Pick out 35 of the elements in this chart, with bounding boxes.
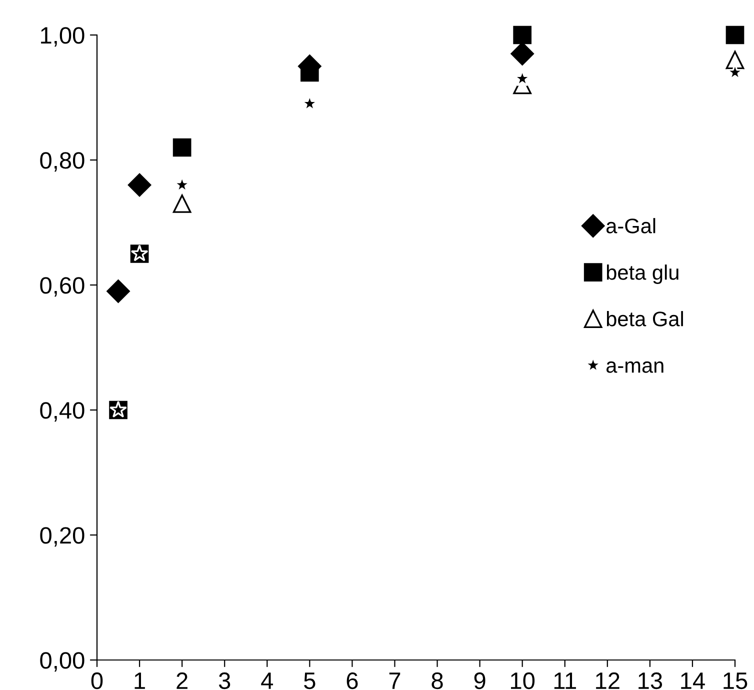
y-tick-label: 1,00	[41, 27, 84, 47]
y-tick-label: 0,00	[40, 652, 84, 672]
point	[106, 280, 130, 303]
legend-label: a-man	[606, 361, 664, 373]
y-tick-label: 0,60	[40, 277, 84, 297]
y-tick-label: 0,40	[40, 402, 84, 422]
x-tick-label: 2	[176, 672, 188, 689]
point	[172, 194, 192, 213]
y-tick-label: 0,80	[40, 152, 84, 172]
legend-label: beta glu	[606, 264, 678, 284]
x-tick-label: 14	[681, 672, 705, 689]
point	[128, 173, 152, 197]
y-tick-label: 0,20	[40, 527, 84, 547]
x-tick-label: 1	[134, 672, 145, 689]
x-tick-label: 5	[304, 672, 316, 690]
point	[510, 42, 534, 66]
x-tick-label: 11	[554, 672, 576, 689]
x-tick-label: 8	[432, 672, 443, 690]
legend-label: a-Gal	[606, 218, 656, 234]
x-tick-label: 12	[596, 672, 620, 689]
legend-label: beta Gal	[606, 311, 683, 326]
x-tick-label: 6	[346, 672, 358, 690]
point	[300, 63, 319, 82]
point	[726, 50, 744, 70]
x-tick-label: 10	[511, 672, 535, 690]
point	[172, 138, 192, 157]
x-tick-label: 13	[638, 672, 662, 690]
point	[726, 26, 744, 44]
x-tick-label: 0	[91, 672, 103, 690]
point	[513, 26, 532, 44]
x-tick-label: 7	[389, 672, 400, 689]
x-tick-label: 3	[218, 672, 230, 690]
x-tick-label: 9	[474, 672, 486, 690]
x-tick-label: 15	[724, 672, 748, 690]
x-tick-label: 4	[261, 672, 274, 689]
